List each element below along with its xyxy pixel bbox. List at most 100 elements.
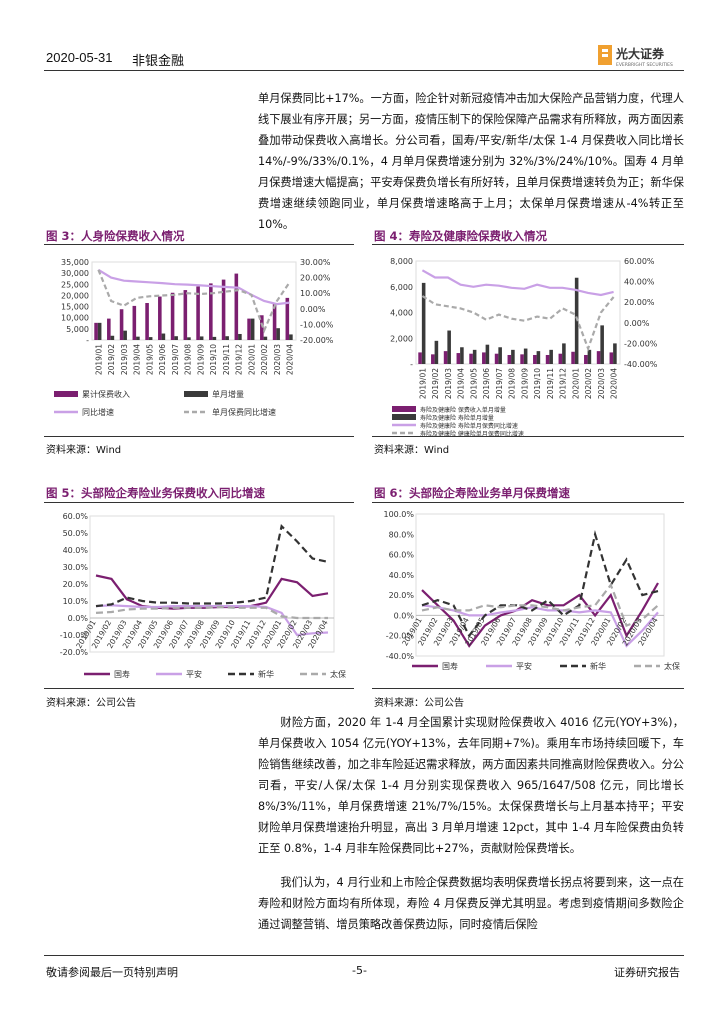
- category-label: 2020/02: [584, 368, 593, 399]
- legend-label: 单月增量: [212, 389, 244, 399]
- bar-secondary: [276, 328, 280, 340]
- legend-swatch: [392, 414, 416, 420]
- category-label: 2019/03: [120, 344, 129, 375]
- figure-5-source: 资料来源：公司公告: [46, 698, 136, 709]
- bar-primary: [456, 353, 461, 364]
- bar-primary: [431, 354, 435, 364]
- bar-secondary: [174, 336, 178, 340]
- category-label: 2019/03: [444, 368, 453, 399]
- bar-primary: [132, 305, 137, 340]
- category-label: 2020/03: [273, 344, 282, 375]
- category-label: 2019/12: [559, 368, 568, 399]
- bar-secondary: [498, 347, 502, 364]
- right-tick-label: 30.00%: [300, 258, 331, 267]
- page-number: -5-: [352, 964, 367, 977]
- legend-label: 寿险及健康险 寿险单月保费同比增速: [420, 422, 518, 430]
- bar-secondary: [110, 335, 115, 340]
- category-label: 2020/03: [597, 368, 606, 399]
- y-tick-label: 0.0%: [68, 614, 89, 623]
- bar-primary: [234, 273, 239, 340]
- plot-area: [415, 513, 665, 657]
- figure-4-bottom-rule: [372, 436, 684, 437]
- figure-3-chart: 35,000 30,000 25,000 20,000 15,000 10,000 5,00…: [54, 258, 334, 417]
- header-rule: [44, 70, 684, 71]
- legend-label: 累计保费收入: [82, 389, 130, 399]
- series-line-0: [421, 269, 614, 297]
- left-tick-label: 5,000: [66, 325, 89, 334]
- header-sector: 非银金融: [132, 53, 185, 68]
- figure-5-rule: [44, 502, 354, 503]
- paragraph-property-insurance: 财险方面，2020 年 1-4 月全国累计实现财险保费收入 4016 亿元(YO…: [258, 716, 684, 855]
- legend-label: 新华: [258, 669, 274, 679]
- y-tick-label: 20.0%: [63, 580, 89, 589]
- left-tick-label: 35,000: [61, 258, 89, 267]
- bar-secondary: [587, 349, 592, 364]
- right-tick-label: 0.00%: [624, 319, 650, 328]
- legend-swatch: [184, 391, 208, 397]
- y-tick-label: 80.0%: [389, 530, 415, 539]
- figure-5-caption: 图 5：头部险企寿险业务保费收入同比增速: [46, 486, 266, 500]
- left-tick-label: 15,000: [61, 303, 89, 312]
- bar-primary: [584, 354, 588, 364]
- right-tick-label: 10.00%: [300, 289, 331, 298]
- figure-3-source: 资料来源：Wind: [46, 445, 122, 456]
- bar-primary: [418, 352, 422, 364]
- series-line-1: [421, 295, 615, 352]
- category-label: 2019/08: [184, 344, 193, 375]
- paragraph-conclusion: 我们认为，4 月行业和上市险企保费数据均表明保费增长拐点将要到来，这一点在寿险和…: [258, 876, 684, 931]
- bar-secondary: [225, 336, 229, 340]
- figure-3-caption: 图 3：人身险保费收入情况: [46, 229, 185, 243]
- bar-secondary: [523, 348, 528, 364]
- figure-4-caption: 图 4：寿险及健康险保费收入情况: [374, 229, 548, 243]
- figure-3-bottom-rule: [44, 436, 354, 437]
- category-label: 2019/09: [520, 368, 529, 399]
- legend-label: 新华: [590, 661, 606, 671]
- bar-secondary: [460, 347, 464, 364]
- category-label: 2019/06: [482, 368, 491, 399]
- bar-primary: [170, 292, 175, 340]
- category-label: 2020/02: [260, 344, 269, 375]
- y-tick-label: 10.0%: [63, 597, 89, 606]
- category-label: 2019/08: [508, 368, 517, 399]
- bar-primary: [545, 354, 550, 364]
- category-label: 2019/07: [171, 344, 180, 375]
- bar-secondary: [212, 336, 217, 340]
- bar-secondary: [511, 349, 515, 364]
- left-tick-label: 8,000: [390, 257, 413, 266]
- bar-primary: [520, 354, 524, 364]
- bar-primary: [94, 322, 98, 340]
- category-label: 2019/05: [145, 344, 154, 375]
- y-tick-label: 60.0%: [389, 551, 415, 560]
- bar-secondary: [447, 330, 451, 364]
- right-tick-label: 20.00%: [300, 274, 331, 283]
- series-line-平安: [421, 604, 659, 648]
- left-tick-label: 30,000: [61, 269, 89, 278]
- y-tick-label: 30.0%: [63, 563, 89, 572]
- category-label: 2019/09: [196, 344, 205, 375]
- y-tick-label: 0.0%: [394, 611, 415, 620]
- left-tick-label: 4,000: [390, 309, 413, 318]
- bar-secondary: [536, 351, 541, 364]
- category-label: 2019/02: [431, 368, 440, 399]
- legend-label: 太保: [664, 661, 680, 671]
- logo-text: 光大证券: [615, 46, 665, 61]
- bar-secondary: [148, 337, 153, 340]
- y-tick-label: -40.0%: [386, 652, 415, 661]
- figure-5-chart: 60.0% 50.0% 40.0% 30.0% 20.0% 10.0% 0.0% -10.0%…: [60, 512, 346, 679]
- bar-secondary: [238, 333, 242, 340]
- series-line-太保: [421, 582, 659, 628]
- figure-6-chart: 100.0% 80.0% 60.0% 40.0% 20.0% 0.0% -20.0% -40.…: [383, 510, 680, 671]
- y-tick-label: 20.0%: [389, 591, 415, 600]
- figure-6-bottom-rule: [372, 688, 684, 689]
- bar-primary: [571, 351, 575, 364]
- figure-6-rule: [372, 502, 684, 503]
- legend-label: 国寿: [114, 669, 130, 679]
- plot-area: [415, 260, 621, 365]
- legend-swatch: [54, 391, 78, 397]
- legend-label: 平安: [186, 669, 202, 679]
- legend-label: 同比增速: [82, 407, 114, 417]
- logo-sub: EVERBRIGHT SECURITIES: [616, 62, 673, 68]
- bar-primary: [221, 279, 226, 340]
- category-label: 2019/12: [235, 344, 244, 375]
- right-tick-label: 0.00%: [300, 305, 326, 314]
